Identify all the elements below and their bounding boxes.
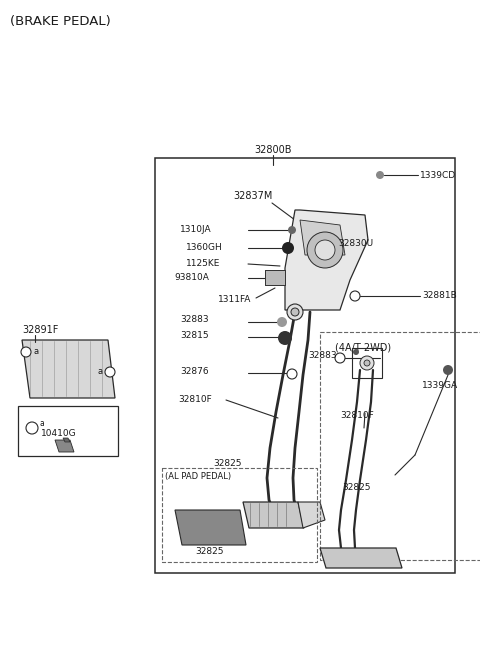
Circle shape [26,422,38,434]
Bar [162,468,317,562]
Text: 32800B: 32800B [254,145,292,155]
Text: 32825: 32825 [342,483,371,491]
Text: 32815: 32815 [180,331,209,340]
Text: 32830U: 32830U [338,239,373,247]
Text: 1339GA: 1339GA [422,380,458,390]
Circle shape [277,317,287,327]
Circle shape [21,347,31,357]
Circle shape [350,291,360,301]
Polygon shape [63,438,70,442]
Text: (BRAKE PEDAL): (BRAKE PEDAL) [10,16,111,28]
Text: a: a [33,348,38,356]
Circle shape [443,365,453,375]
Text: a: a [40,419,45,428]
Text: 32883: 32883 [308,352,337,361]
Circle shape [282,242,294,254]
Text: 32810F: 32810F [340,411,374,419]
Text: 1360GH: 1360GH [186,243,223,253]
Text: 32881B: 32881B [422,291,457,300]
Circle shape [307,232,343,268]
Circle shape [291,308,299,316]
Circle shape [105,367,115,377]
Text: 32810F: 32810F [178,396,212,405]
Polygon shape [320,548,402,568]
Bar [155,158,455,573]
Circle shape [335,353,345,363]
Circle shape [353,349,359,355]
Circle shape [288,226,296,234]
Text: 10410G: 10410G [41,428,77,438]
Text: 32825: 32825 [213,459,241,468]
Circle shape [278,331,292,345]
Bar [320,332,480,560]
Text: 32891F: 32891F [22,325,59,335]
Circle shape [287,304,303,320]
Circle shape [315,240,335,260]
Circle shape [364,360,370,366]
Polygon shape [298,502,325,528]
Polygon shape [265,270,285,285]
Polygon shape [243,502,304,528]
Text: 32825: 32825 [195,548,224,556]
Bar [352,348,382,378]
Polygon shape [285,210,368,310]
Circle shape [360,356,374,370]
Text: (4A/T 2WD): (4A/T 2WD) [335,343,391,353]
Text: 93810A: 93810A [174,274,209,283]
Text: 1311FA: 1311FA [218,295,252,304]
Polygon shape [300,220,345,255]
Text: 1339CD: 1339CD [420,171,456,180]
Polygon shape [55,440,74,452]
Text: 1310JA: 1310JA [180,226,212,234]
Text: 32876: 32876 [180,367,209,377]
Text: (AL PAD PEDAL): (AL PAD PEDAL) [165,472,231,482]
Text: 1125KE: 1125KE [186,260,220,268]
Bar [18,406,118,456]
Polygon shape [175,510,246,545]
Text: 32883: 32883 [180,316,209,325]
Polygon shape [22,340,115,398]
Polygon shape [265,270,285,285]
Circle shape [376,171,384,179]
Circle shape [287,369,297,379]
Text: a: a [98,367,103,377]
Text: 32837M: 32837M [233,191,273,201]
